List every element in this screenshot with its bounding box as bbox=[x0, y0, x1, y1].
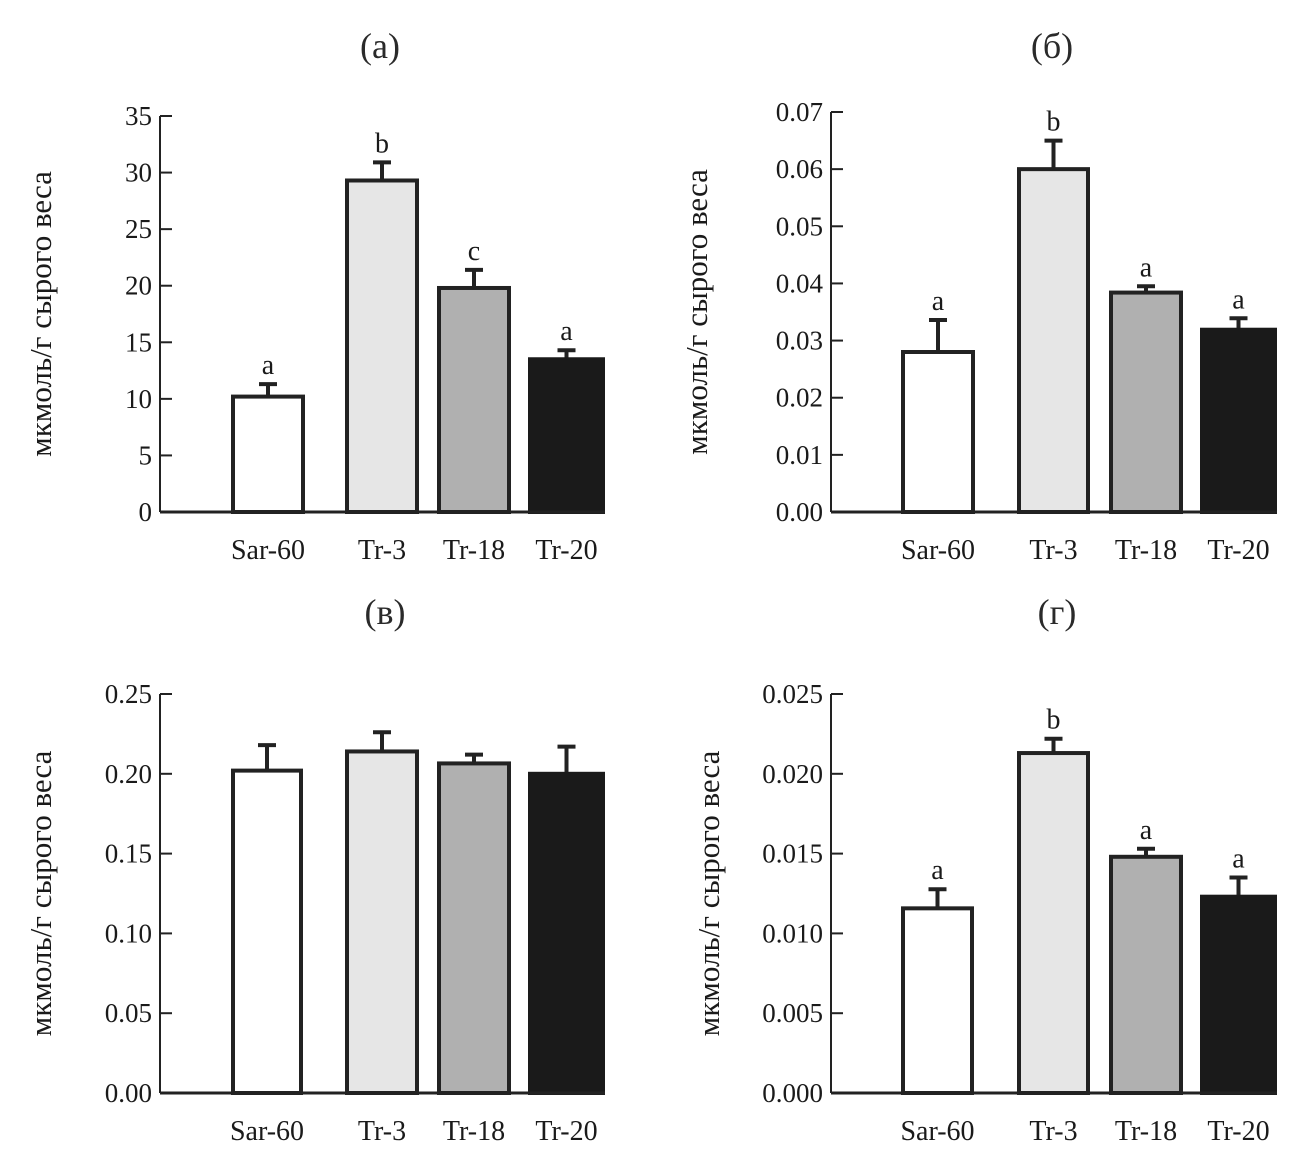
y-tick-label: 0.07 bbox=[776, 97, 823, 127]
bar-tr-3 bbox=[345, 749, 419, 1095]
y-tick-label: 0.05 bbox=[105, 998, 152, 1028]
x-tick-label: Tr-3 bbox=[358, 1116, 406, 1147]
y-tick-label: 20 bbox=[125, 271, 152, 301]
x-tick-label: Tr-20 bbox=[535, 1116, 597, 1147]
y-tick-label: 30 bbox=[125, 158, 152, 188]
x-tick-label: Sar-60 bbox=[231, 535, 305, 566]
significance-label: a bbox=[1140, 252, 1153, 283]
x-tick-label: Tr-20 bbox=[535, 535, 597, 566]
y-tick-label: 35 bbox=[125, 101, 152, 131]
significance-label: a bbox=[1232, 844, 1245, 875]
bar-tr-18 bbox=[437, 761, 511, 1096]
y-axis-label: мкмоль/г сырого веса bbox=[23, 171, 58, 457]
x-tick-label: Tr-18 bbox=[443, 1116, 505, 1147]
bar-tr-3 bbox=[1017, 751, 1090, 1095]
significance-label: b bbox=[1047, 107, 1061, 138]
y-tick-label: 0.020 bbox=[762, 759, 823, 789]
significance-label: a bbox=[932, 286, 945, 317]
bar-tr-20 bbox=[1200, 894, 1277, 1096]
y-tick-label: 0.005 bbox=[762, 998, 823, 1028]
x-tick-label: Sar-60 bbox=[900, 1116, 974, 1147]
y-tick-label: 0.000 bbox=[762, 1078, 823, 1108]
significance-label: a bbox=[560, 316, 573, 347]
y-tick-label: 0.10 bbox=[105, 918, 152, 948]
y-tick-label: 0.03 bbox=[776, 326, 823, 356]
y-tick-label: 25 bbox=[125, 214, 152, 244]
panel-title: (в) bbox=[365, 592, 406, 632]
bar-tr-18 bbox=[1109, 290, 1183, 515]
bar-tr-3 bbox=[1017, 167, 1090, 514]
significance-label: b bbox=[1047, 705, 1061, 736]
y-tick-label: 0.04 bbox=[776, 268, 824, 298]
panel-v: (в) мкмоль/г сырого веса 0.00 0.05 0.10 0.15 0… bbox=[23, 592, 605, 1147]
y-tick-label: 0.010 bbox=[762, 918, 823, 948]
y-tick-label: 15 bbox=[125, 327, 152, 357]
bar-sar-60 bbox=[231, 768, 303, 1095]
bar-tr-18 bbox=[437, 285, 511, 514]
y-axis-label: мкмоль/г сырого веса bbox=[679, 169, 714, 455]
x-tick-label: Tr-3 bbox=[358, 535, 406, 566]
y-tick-label: 0.00 bbox=[776, 497, 823, 527]
x-tick-label: Sar-60 bbox=[901, 535, 975, 566]
x-tick-label: Tr-18 bbox=[1115, 535, 1177, 566]
y-tick-label: 0.015 bbox=[762, 839, 823, 869]
x-tick-label: Tr-3 bbox=[1029, 535, 1077, 566]
significance-label: b bbox=[375, 128, 389, 159]
y-tick-label: 0.25 bbox=[105, 679, 152, 709]
significance-label: a bbox=[262, 350, 275, 381]
x-tick-label: Sar-60 bbox=[230, 1116, 304, 1147]
panel-g: (г) мкмоль/г сырого веса 0.000 0.005 0.010 0.… bbox=[691, 592, 1277, 1147]
panel-title: (г) bbox=[1038, 592, 1077, 632]
y-tick-label: 0 bbox=[139, 497, 153, 527]
y-tick-label: 0.15 bbox=[105, 839, 152, 869]
bar-tr-20 bbox=[528, 357, 605, 514]
significance-label: a bbox=[1140, 815, 1153, 846]
panel-title: (б) bbox=[1031, 26, 1073, 66]
y-tick-label: 0.06 bbox=[776, 154, 823, 184]
y-tick-label: 0.01 bbox=[776, 440, 823, 470]
bar-tr-18 bbox=[1109, 854, 1183, 1095]
x-tick-label: Tr-18 bbox=[1115, 1116, 1177, 1147]
bar-sar-60 bbox=[901, 906, 974, 1095]
x-tick-label: Tr-20 bbox=[1207, 1116, 1269, 1147]
bar-tr-20 bbox=[528, 771, 605, 1095]
y-tick-label: 0.00 bbox=[105, 1078, 152, 1108]
panel-a: (a) мкмоль/г сырого веса 0 5 10 15 20 25 30 35 a Sa… bbox=[23, 26, 605, 566]
bar-sar-60 bbox=[901, 350, 975, 514]
x-tick-label: Tr-18 bbox=[443, 535, 505, 566]
y-tick-label: 0.20 bbox=[105, 759, 152, 789]
y-tick-label: 5 bbox=[139, 440, 153, 470]
y-axis-label: мкмоль/г сырого веса bbox=[691, 750, 726, 1036]
y-tick-label: 10 bbox=[125, 384, 152, 414]
y-tick-label: 0.025 bbox=[762, 679, 823, 709]
y-tick-label: 0.02 bbox=[776, 383, 823, 413]
bar-tr-3 bbox=[345, 178, 419, 514]
y-axis-label: мкмоль/г сырого веса bbox=[23, 750, 58, 1036]
panel-title: (a) bbox=[360, 26, 400, 66]
x-tick-label: Tr-20 bbox=[1207, 535, 1269, 566]
bar-sar-60 bbox=[231, 394, 305, 515]
bar-tr-20 bbox=[1200, 327, 1277, 515]
significance-label: c bbox=[468, 236, 480, 267]
y-tick-label: 0.05 bbox=[776, 211, 823, 241]
panel-b: (б) мкмоль/г сырого веса 0.00 0.01 0.02 0.03 0… bbox=[679, 26, 1277, 566]
x-tick-label: Tr-3 bbox=[1029, 1116, 1077, 1147]
significance-label: a bbox=[1232, 284, 1245, 315]
significance-label: a bbox=[931, 855, 944, 886]
